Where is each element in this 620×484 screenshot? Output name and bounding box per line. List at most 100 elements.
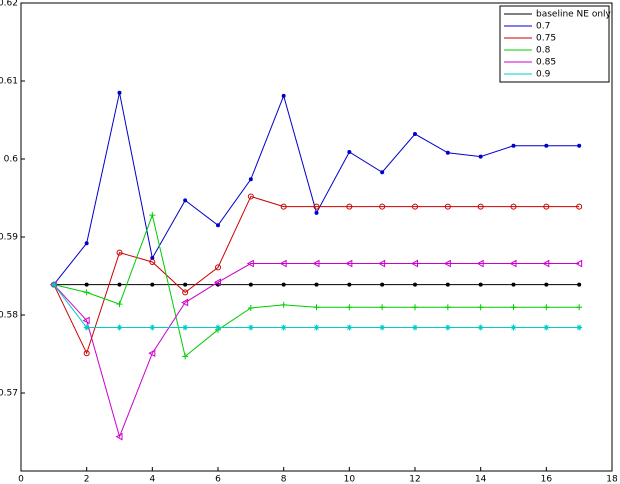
point xyxy=(312,259,320,268)
point xyxy=(280,324,287,331)
point xyxy=(543,324,550,331)
point xyxy=(412,324,418,331)
point xyxy=(378,259,386,268)
legend-label: baseline NE only xyxy=(536,10,612,20)
point xyxy=(247,304,254,311)
point xyxy=(182,324,189,331)
point xyxy=(83,350,90,357)
point xyxy=(313,324,320,331)
y-tick-label: 0.57 xyxy=(0,389,18,399)
legend-box xyxy=(499,5,610,83)
y-tick-label: 0.62 xyxy=(0,0,18,9)
point xyxy=(346,304,353,311)
point xyxy=(380,282,385,287)
point xyxy=(281,93,286,98)
point xyxy=(50,281,57,288)
point xyxy=(247,324,254,331)
point xyxy=(149,258,156,265)
point xyxy=(314,210,319,215)
point xyxy=(345,259,353,268)
x-tick-label: 12 xyxy=(409,475,420,484)
point xyxy=(117,90,122,95)
point xyxy=(82,316,90,325)
y-tick-label: 0.58 xyxy=(0,311,18,321)
legend-label: 0.85 xyxy=(536,58,556,68)
x-tick-label: 0 xyxy=(18,475,24,484)
point xyxy=(445,150,450,155)
point xyxy=(510,304,517,311)
point xyxy=(148,349,156,358)
point xyxy=(116,324,123,331)
point xyxy=(347,149,352,154)
legend-label: 0.9 xyxy=(536,70,551,80)
point xyxy=(577,143,582,148)
x-tick-label: 10 xyxy=(344,475,356,484)
point xyxy=(150,282,155,287)
y-tick-label: 0.6 xyxy=(4,155,19,165)
series-line xyxy=(53,92,580,285)
point xyxy=(149,212,156,219)
point xyxy=(216,223,220,228)
point xyxy=(544,143,549,148)
point xyxy=(443,259,451,268)
point xyxy=(280,203,287,210)
point xyxy=(117,282,122,287)
point xyxy=(576,203,583,210)
point xyxy=(116,301,123,308)
point xyxy=(248,177,253,182)
point xyxy=(444,203,451,210)
point xyxy=(510,203,517,210)
point xyxy=(281,282,286,287)
point xyxy=(313,304,320,311)
point xyxy=(347,282,352,287)
point xyxy=(576,304,583,311)
point xyxy=(279,259,287,268)
point xyxy=(182,289,189,296)
x-tick-label: 2 xyxy=(84,475,90,484)
x-tick-label: 8 xyxy=(281,475,287,484)
legend-label: 0.8 xyxy=(536,46,551,56)
y-tick-label: 0.61 xyxy=(0,77,18,87)
point xyxy=(346,324,353,331)
x-tick-label: 14 xyxy=(475,475,487,484)
point xyxy=(511,282,516,287)
point xyxy=(183,282,188,287)
point xyxy=(248,282,253,287)
point xyxy=(542,259,550,268)
point xyxy=(379,203,386,210)
point xyxy=(576,324,583,331)
point xyxy=(544,282,549,287)
point xyxy=(182,353,189,360)
point xyxy=(215,324,221,331)
point xyxy=(380,170,385,175)
point xyxy=(511,143,516,148)
point xyxy=(477,203,484,210)
point xyxy=(477,324,484,331)
point xyxy=(84,282,89,287)
point xyxy=(246,259,254,268)
point xyxy=(444,324,451,331)
point xyxy=(83,324,90,331)
point xyxy=(575,259,583,268)
point xyxy=(478,154,483,159)
point xyxy=(215,264,221,271)
point xyxy=(410,259,418,268)
x-tick-label: 16 xyxy=(541,475,553,484)
point xyxy=(543,203,550,210)
x-tick-label: 4 xyxy=(149,475,155,484)
x-tick-label: 6 xyxy=(215,475,221,484)
point xyxy=(510,324,517,331)
point xyxy=(181,298,189,307)
point xyxy=(543,304,550,311)
point xyxy=(413,282,417,287)
legend-label: 0.7 xyxy=(536,22,550,32)
point xyxy=(477,304,484,311)
legend-label: 0.75 xyxy=(536,34,556,44)
point xyxy=(413,132,417,137)
point xyxy=(379,304,386,311)
point xyxy=(83,289,90,296)
series-line xyxy=(53,195,580,355)
y-tick-label: 0.59 xyxy=(0,233,18,243)
point xyxy=(379,324,386,331)
point xyxy=(116,249,123,256)
